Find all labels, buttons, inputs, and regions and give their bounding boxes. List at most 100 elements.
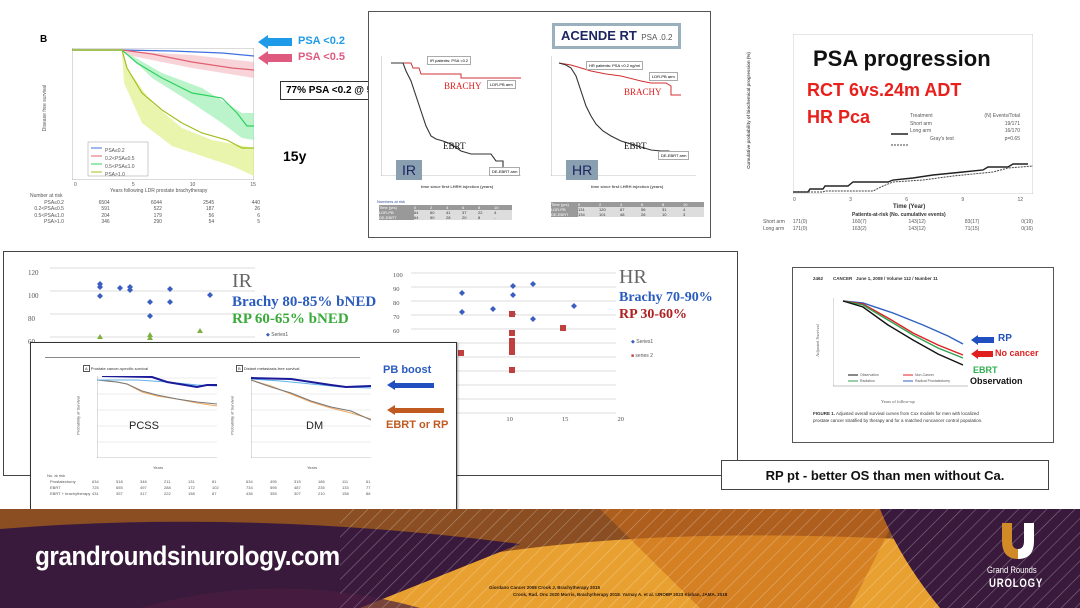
ir-rp-text: RP 60-65% bNED bbox=[232, 311, 349, 327]
risk-value: 290 bbox=[153, 219, 162, 225]
cell: 8 bbox=[478, 205, 481, 210]
cell: Time (yrs) bbox=[379, 205, 397, 210]
risk-row: DE-EBRT 64 50 28 20 8 - bbox=[379, 215, 512, 220]
risk-value: 210 bbox=[318, 491, 325, 496]
risk-row: LDR-PB 131 120 87 56 31 4 bbox=[551, 207, 704, 212]
tick: 10 bbox=[506, 416, 513, 423]
y-axis-label: Disease free survival bbox=[42, 84, 49, 132]
cell: 10 bbox=[683, 202, 688, 207]
cell: 101 bbox=[599, 212, 606, 217]
risk-value: 440 bbox=[251, 199, 260, 206]
hr-box1: HR patients: PSA <0.2 ng/ml bbox=[586, 61, 643, 70]
cell: 26 bbox=[641, 212, 646, 217]
cell: 6 bbox=[462, 205, 465, 210]
risk-value: 133 bbox=[342, 485, 349, 490]
cell: 50 bbox=[430, 215, 435, 220]
website-url[interactable]: grandroundsinurology.com bbox=[35, 541, 340, 571]
risk-value: 2545 bbox=[203, 199, 215, 206]
risk-row: 0.5<PSA≤1.0 204 179 56 6 bbox=[30, 213, 260, 220]
risk-value: 158 bbox=[342, 491, 349, 496]
blue-arrow-icon bbox=[258, 35, 268, 49]
risk-value: 288 bbox=[164, 485, 171, 490]
tick: 60 bbox=[393, 328, 400, 335]
cell: 60 bbox=[430, 210, 435, 215]
risk-value: 346 bbox=[140, 479, 147, 484]
blue-arrow-icon bbox=[971, 335, 978, 345]
hr-brachy-label: BRACHY bbox=[624, 87, 662, 97]
banner-background bbox=[0, 509, 1080, 608]
risk-table: Number at risk PSA≤0.2 6504 6044 2545 440 0.… bbox=[30, 193, 260, 226]
tick: 12 bbox=[1017, 197, 1023, 203]
progression-ylabel: Cumulative probability of biochemical pr… bbox=[745, 52, 751, 169]
dm-chart bbox=[251, 376, 371, 458]
footer-banner: grandroundsinurology.com Giordano Cancer… bbox=[0, 509, 1080, 608]
risk-value: 655 bbox=[116, 485, 123, 490]
tick: 15 bbox=[561, 416, 569, 423]
risk-value: 160(7) bbox=[852, 219, 867, 225]
rct-label: RCT 6vs.24m ADT bbox=[807, 80, 962, 100]
square-icon: ■ bbox=[631, 353, 635, 359]
tick: 3 bbox=[849, 197, 852, 203]
ir-title: IR bbox=[232, 270, 252, 292]
legend-item: Observation bbox=[860, 373, 879, 377]
legend-label: Gray's test bbox=[930, 135, 954, 142]
progression-title: PSA progression bbox=[813, 46, 991, 71]
pink-arrow-shaft bbox=[268, 54, 292, 62]
legend-item: 0.5<PSA≤1.0 bbox=[105, 164, 135, 170]
ir-xlabel: time since first LHRH injection (years) bbox=[421, 184, 494, 189]
blue-arrow-shaft bbox=[394, 383, 434, 388]
legend-item: PSA>1.0 bbox=[105, 172, 125, 178]
risk-row: DE-EBRT 134 101 48 26 10 3 bbox=[551, 212, 704, 217]
tick: 100 bbox=[28, 292, 39, 300]
risk-value: 0(19) bbox=[1021, 219, 1033, 225]
legend-head: (N) Events/Total bbox=[984, 113, 1020, 119]
risk-value: 171(0) bbox=[792, 226, 808, 232]
legend-item: ◆ Series1 bbox=[631, 335, 653, 349]
pcss-ylabel: Probability of Survival bbox=[75, 396, 81, 435]
risk-value: 5 bbox=[257, 219, 260, 225]
os-xlabel: Years of follow-up bbox=[881, 399, 915, 404]
risk-row: Short arm 171(0) 160(7) 143(12) 83(17) 0(19) bbox=[763, 219, 1033, 226]
legend-item: ■ series 2 bbox=[631, 349, 653, 363]
risk-value: 187 bbox=[205, 206, 215, 212]
cell: 10 bbox=[662, 212, 667, 217]
hr-box3: DE-EBRT arm bbox=[658, 151, 690, 160]
cell: 0 bbox=[414, 205, 417, 210]
dm-label: DM bbox=[306, 420, 324, 432]
risk-value: 102 bbox=[212, 485, 219, 490]
progression-xlabel: Time (Year) bbox=[893, 204, 926, 210]
cell: 4 bbox=[446, 205, 449, 210]
logo-line2: UROLOGY bbox=[989, 576, 1044, 590]
risk-value: 158 bbox=[188, 491, 195, 496]
hr-box2: LDR-PB arm bbox=[649, 72, 678, 81]
risk-value: 307 bbox=[294, 491, 301, 496]
risk-value: 315 bbox=[294, 479, 301, 484]
risk-value: 634 bbox=[246, 479, 253, 484]
risk-label: 0.2<PSA≤0.5 bbox=[34, 206, 64, 212]
risk-value: 317 bbox=[140, 491, 147, 496]
divider bbox=[45, 357, 360, 358]
orange-arrow-icon bbox=[387, 405, 395, 415]
cell: 64 bbox=[414, 215, 419, 220]
risk-value: 725 bbox=[92, 485, 99, 490]
cell: 120 bbox=[599, 207, 606, 212]
orange-arrow-shaft bbox=[394, 408, 444, 413]
risk-label: PSA>1.0 bbox=[44, 219, 64, 225]
risk-value: 6044 bbox=[150, 199, 162, 206]
no-cancer-label: No cancer bbox=[995, 348, 1039, 358]
diamond-icon: ◆ bbox=[266, 332, 270, 338]
legend-header: Treatment (N) Events/Total bbox=[910, 113, 1020, 121]
risk-title: Number at risk bbox=[30, 193, 63, 199]
risk-value: 86 bbox=[366, 491, 371, 496]
hr-rp-text: RP 30-60% bbox=[619, 307, 688, 322]
risk-label: 0.5<PSA≤1.0 bbox=[34, 212, 64, 219]
dfs-chart bbox=[72, 48, 254, 180]
chart-title: Distant metastasis-free survival bbox=[243, 366, 300, 371]
cell: 8 bbox=[478, 215, 481, 220]
legend-item: 0.2<PSA≤0.5 bbox=[105, 156, 135, 162]
hr-title: HR bbox=[619, 266, 647, 288]
tick: 10 bbox=[189, 182, 196, 188]
journal-header: 2462 CANCER June 1, 2008 / Volume 112 / … bbox=[813, 276, 938, 281]
tick: 6 bbox=[905, 197, 908, 203]
tick: 80 bbox=[28, 315, 35, 323]
